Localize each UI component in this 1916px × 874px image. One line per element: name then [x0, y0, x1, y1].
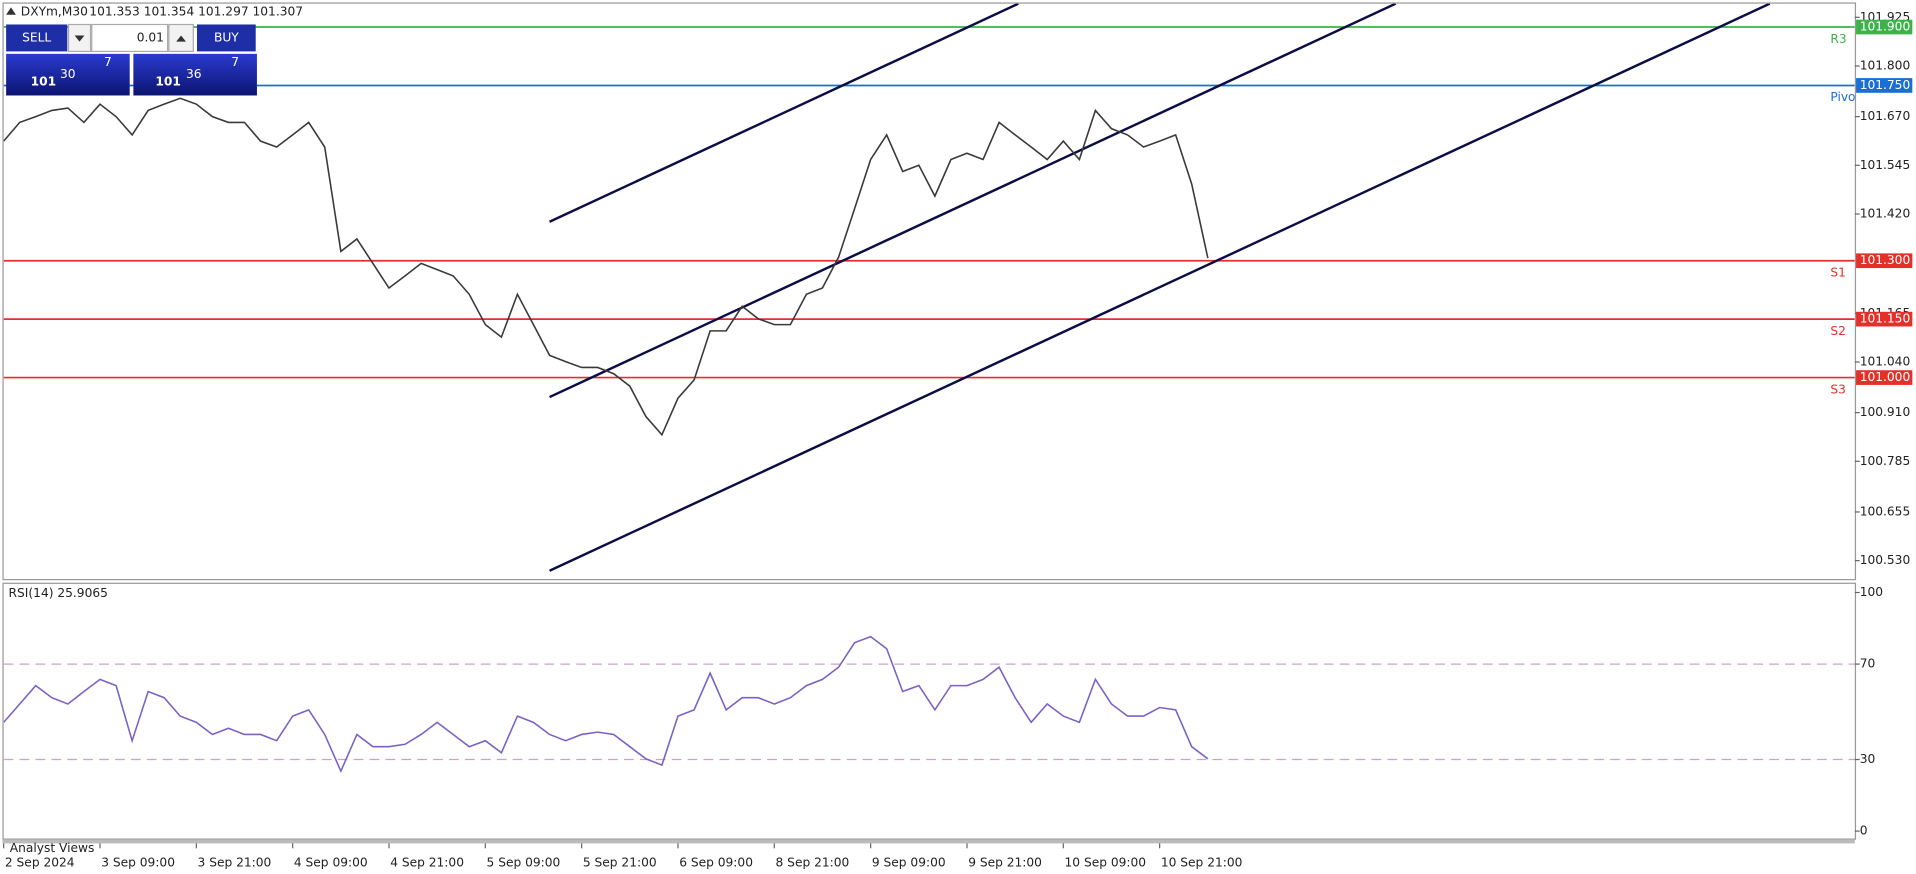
y-tick-label: 101.040	[1860, 354, 1911, 368]
x-tick-label: 8 Sep 21:00	[776, 855, 850, 869]
volume-input[interactable]	[91, 23, 169, 53]
level-tag-label: 101.900	[1860, 20, 1911, 34]
y-tick-label: 101.800	[1860, 58, 1911, 72]
x-tick-label: 10 Sep 09:00	[1065, 855, 1147, 869]
panel-bar	[2, 839, 1855, 844]
x-tick-label: 9 Sep 09:00	[872, 855, 946, 869]
collapse-icon[interactable]	[6, 7, 16, 15]
down-arrow	[74, 35, 85, 42]
x-tick-label: 2 Sep 2024	[5, 855, 75, 869]
ask-box[interactable]	[133, 53, 257, 96]
buy-label: BUY	[214, 30, 239, 44]
level-tag	[1856, 19, 1913, 35]
x-tick-label: 6 Sep 09:00	[679, 855, 753, 869]
y-tick-label: 70	[1860, 657, 1876, 671]
y-tick-label: 100.530	[1860, 553, 1911, 567]
sell-button[interactable]	[6, 24, 68, 52]
level-tag-label: 101.750	[1860, 78, 1911, 92]
buy-button[interactable]	[196, 24, 256, 52]
x-tick-label: 10 Sep 21:00	[1161, 855, 1243, 869]
up-arrow	[176, 35, 186, 42]
level-name: S3	[1830, 382, 1846, 396]
x-tick-label: 3 Sep 09:00	[101, 855, 175, 869]
x-tick-label: 4 Sep 09:00	[294, 855, 368, 869]
ask-big: 101	[155, 75, 181, 89]
symbol: DXYm,M30	[21, 5, 88, 19]
ask-main: 36	[186, 67, 202, 81]
y-tick-label: 100.655	[1860, 504, 1911, 518]
rsi-frame	[2, 582, 1857, 840]
bid-sup: 7	[104, 55, 112, 69]
level-tag-label: 101.000	[1860, 370, 1911, 384]
level-name: S1	[1830, 265, 1846, 279]
x-tick-label: 5 Sep 21:00	[583, 855, 657, 869]
trendline	[549, 3, 1771, 572]
y-tick-label: 0	[1860, 824, 1868, 838]
x-tick-label: 9 Sep 21:00	[968, 855, 1042, 869]
bid-box[interactable]	[6, 53, 130, 96]
bid-main: 30	[60, 67, 76, 81]
x-tick-label: 4 Sep 21:00	[390, 855, 464, 869]
level-tag-label: 101.300	[1860, 253, 1911, 267]
level-tag	[1856, 370, 1913, 385]
y-tick-label: 100.785	[1860, 454, 1911, 468]
y-tick-label: 100	[1860, 585, 1883, 599]
x-tick-label: 3 Sep 21:00	[198, 855, 272, 869]
level-name: S2	[1830, 324, 1846, 338]
series-line	[3, 635, 1209, 774]
sell-label: SELL	[22, 30, 51, 44]
y-tick-label: 101.545	[1860, 158, 1911, 172]
trade-panel: SELL 0.01 BUY 101 30 7 101 36 7	[6, 23, 257, 96]
trendline	[549, 3, 1397, 399]
rsi-plot	[3, 635, 1855, 774]
y-tick-label: 100.910	[1860, 405, 1911, 419]
level-tag	[1856, 253, 1913, 269]
footer-tab[interactable]: Analyst Views	[10, 841, 95, 855]
trendline	[549, 3, 1019, 223]
y-tick-label: 101.420	[1860, 206, 1911, 220]
ohlc: 101.353 101.354 101.297 101.307	[89, 5, 303, 19]
bid-big: 101	[31, 75, 57, 89]
level-name: Pivot	[1830, 90, 1860, 104]
y-tick-label: 30	[1860, 752, 1876, 766]
level-name: R3	[1830, 32, 1846, 46]
rsi-title: RSI(14) 25.9065	[9, 586, 108, 600]
main-frame	[2, 2, 1857, 581]
level-tag	[1856, 78, 1913, 93]
level-tag	[1856, 311, 1913, 327]
level-tag-label: 101.150	[1860, 312, 1911, 326]
volume-value: 0.01	[137, 30, 164, 44]
series-line	[3, 97, 1209, 437]
ask-sup: 7	[231, 55, 239, 69]
price-plot: R3 Pivot S1 S2 S3	[3, 3, 1860, 572]
axes: 101.925101.800101.670101.545101.420101.1…	[3, 10, 1913, 869]
x-tick-label: 5 Sep 09:00	[487, 855, 561, 869]
y-tick-label: 101.670	[1860, 109, 1911, 123]
